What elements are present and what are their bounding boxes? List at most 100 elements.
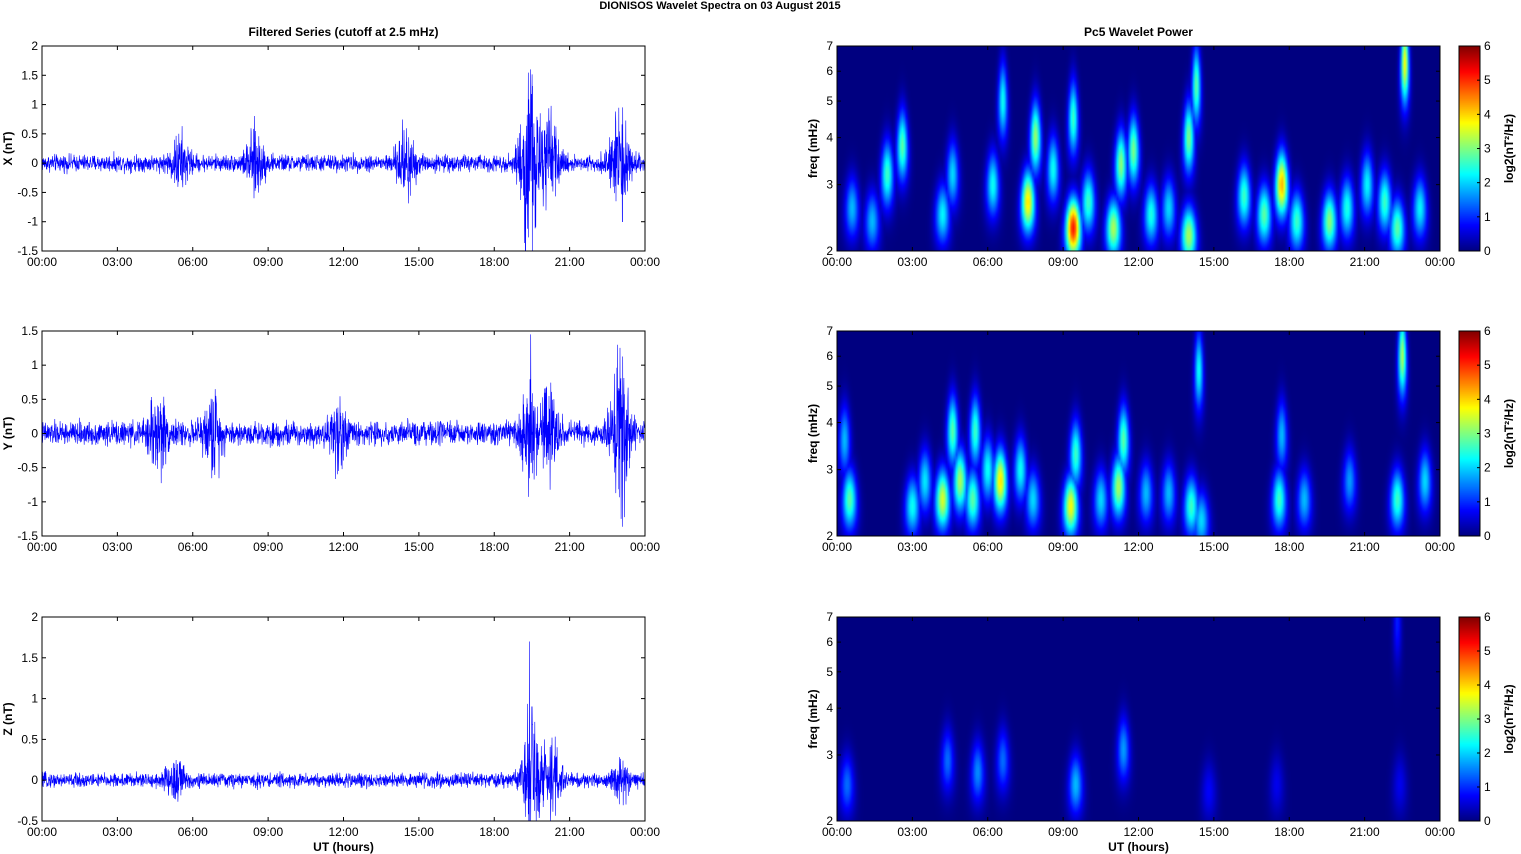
wavelet-panel-x-colorbar-tick-label: 6 — [1484, 39, 1491, 53]
wavelet-panel-z-ytick-label: 3 — [826, 748, 833, 762]
wavelet-panel-x-colorbar-tick-label: 5 — [1484, 73, 1491, 87]
wavelet-panel-x-ytick-label: 4 — [826, 131, 833, 145]
wavelet-panel-z-colorbar-tick-label: 6 — [1484, 610, 1491, 624]
wavelet-panel-y-ytick-label: 2 — [826, 529, 833, 543]
series-panel-z-ytick-label: -0.5 — [17, 814, 38, 828]
series-panel-z-plot-area — [42, 617, 645, 821]
series-panel-z-ytick-label: 1.5 — [21, 651, 38, 665]
series-panel-y-line — [41, 334, 646, 527]
series-panel-y-xtick-label: 12:00 — [328, 540, 358, 554]
series-panel-y-ytick-label: -1 — [27, 495, 38, 509]
wavelet-panel-y-xtick-label: 03:00 — [897, 540, 927, 554]
wavelet-panel-y-colorbar-tick-label: 5 — [1484, 358, 1491, 372]
series-panel-z-ytick-label: 0.5 — [21, 732, 38, 746]
series-panel-x-ytick-label: 0.5 — [21, 127, 38, 141]
series-panel-z-line — [41, 641, 646, 822]
wavelet-panel-y-colorbar-tick-label: 6 — [1484, 324, 1491, 338]
wavelet-panel-y-colorbar — [1459, 331, 1480, 536]
series-panel-y-ytick-label: -1.5 — [17, 529, 38, 543]
series-panel-x-title: Filtered Series (cutoff at 2.5 mHz) — [248, 25, 438, 39]
wavelet-panel-y-power-image — [837, 331, 1440, 536]
wavelet-panel-z-ytick-label: 6 — [826, 635, 833, 649]
wavelet-panel-x-ytick-label: 3 — [826, 178, 833, 192]
series-panel-z-xtick-label: 12:00 — [328, 825, 358, 839]
wavelet-panel-z-colorbar-tick-label: 1 — [1484, 780, 1491, 794]
series-panel-z-xtick-label: 00:00 — [27, 825, 57, 839]
wavelet-panel-x-xtick-label: 03:00 — [897, 255, 927, 269]
series-panel-x-xtick-label: 12:00 — [328, 255, 358, 269]
series-panel-y-ytick-label: 0.5 — [21, 392, 38, 406]
wavelet-panel-x-ytick-label: 5 — [826, 94, 833, 108]
series-panel-z-xtick-label: 09:00 — [253, 825, 283, 839]
wavelet-panel-x-colorbar — [1459, 46, 1480, 251]
series-panel-y-xtick-label: 21:00 — [555, 540, 585, 554]
wavelet-panel-y-ytick-label: 4 — [826, 416, 833, 430]
wavelet-panel-z-colorbar — [1459, 617, 1480, 821]
wavelet-panel-y-xtick-label: 12:00 — [1123, 540, 1153, 554]
wavelet-panel-y-xtick-label: 18:00 — [1274, 540, 1304, 554]
series-panel-x-ylabel: X (nT) — [1, 132, 15, 166]
wavelet-panel-z-xtick-label: 15:00 — [1199, 825, 1229, 839]
wavelet-panel-y-ytick-label: 7 — [826, 324, 833, 338]
wavelet-panel-z-xtick-label: 03:00 — [897, 825, 927, 839]
wavelet-panel-x-xtick-label: 18:00 — [1274, 255, 1304, 269]
series-panel-y-ytick-label: 0 — [31, 427, 38, 441]
series-panel-z-xtick-label: 15:00 — [404, 825, 434, 839]
wavelet-panel-x-colorbar-tick-label: 1 — [1484, 210, 1491, 224]
wavelet-panel-x-title: Pc5 Wavelet Power — [1084, 25, 1193, 39]
series-panel-x-line — [41, 69, 646, 252]
series-panel-x-xtick-label: 21:00 — [555, 255, 585, 269]
wavelet-panel-x-colorbar-tick-label: 3 — [1484, 142, 1491, 156]
wavelet-panel-z-xtick-label: 09:00 — [1048, 825, 1078, 839]
series-panel-y-ytick-label: 1.5 — [21, 324, 38, 338]
series-panel-z-xtick-label: 21:00 — [555, 825, 585, 839]
wavelet-panel-y-ylabel: freq (mHz) — [806, 404, 820, 463]
wavelet-panel-y-xtick-label: 15:00 — [1199, 540, 1229, 554]
series-panel-z-ytick-label: 0 — [31, 773, 38, 787]
series-panel-y-xtick-label: 00:00 — [27, 540, 57, 554]
series-panel-y-xtick-label: 09:00 — [253, 540, 283, 554]
wavelet-panel-x-xtick-label: 15:00 — [1199, 255, 1229, 269]
wavelet-panel-x-power-image — [837, 46, 1440, 251]
wavelet-panel-z-xtick-label: 06:00 — [973, 825, 1003, 839]
wavelet-panel-y-colorbar-tick-label: 0 — [1484, 529, 1491, 543]
wavelet-panel-y-colorbar-tick-label: 1 — [1484, 495, 1491, 509]
series-panel-z-xtick-label: 06:00 — [178, 825, 208, 839]
wavelet-panel-y-colorbar-label: log2(nT²/Hz) — [1502, 399, 1516, 468]
wavelet-panel-x-xtick-label: 09:00 — [1048, 255, 1078, 269]
wavelet-panel-z-colorbar-tick-label: 0 — [1484, 814, 1491, 828]
wavelet-panel-x-colorbar-label: log2(nT²/Hz) — [1502, 114, 1516, 183]
wavelet-panel-z-ytick-label: 5 — [826, 665, 833, 679]
series-panel-x-ytick-label: -1.5 — [17, 244, 38, 258]
series-panel-x-ytick-label: 1.5 — [21, 68, 38, 82]
series-panel-x-ytick-label: 0 — [31, 156, 38, 170]
series-panel-y-xtick-label: 00:00 — [630, 540, 660, 554]
series-panel-y-xtick-label: 15:00 — [404, 540, 434, 554]
series-panel-z-ylabel: Z (nT) — [1, 702, 15, 735]
series-panel-y-xtick-label: 18:00 — [479, 540, 509, 554]
series-panel-y-xtick-label: 03:00 — [102, 540, 132, 554]
wavelet-panel-y-ytick-label: 3 — [826, 463, 833, 477]
series-panel-y-ytick-label: 1 — [31, 358, 38, 372]
wavelet-panel-y-ytick-label: 6 — [826, 349, 833, 363]
series-panel-y-ytick-label: -0.5 — [17, 461, 38, 475]
series-panel-x-ytick-label: 1 — [31, 98, 38, 112]
wavelet-panel-z-ytick-label: 4 — [826, 701, 833, 715]
wavelet-panel-x-xtick-label: 12:00 — [1123, 255, 1153, 269]
wavelet-panel-x-colorbar-tick-label: 0 — [1484, 244, 1491, 258]
wavelet-panel-x-ytick-label: 7 — [826, 39, 833, 53]
wavelet-panel-y-xtick-label: 21:00 — [1350, 540, 1380, 554]
wavelet-panel-z-xtick-label: 00:00 — [822, 825, 852, 839]
wavelet-panel-y-colorbar-tick-label: 4 — [1484, 392, 1491, 406]
series-panel-x-ytick-label: -1 — [27, 215, 38, 229]
figure-title: DIONISOS Wavelet Spectra on 03 August 20… — [599, 0, 840, 12]
wavelet-panel-z-power-image — [837, 617, 1440, 821]
wavelet-panel-x-ylabel: freq (mHz) — [806, 119, 820, 178]
wavelet-panel-z-xtick-label: 18:00 — [1274, 825, 1304, 839]
series-panel-x-xtick-label: 00:00 — [630, 255, 660, 269]
series-panel-z-xtick-label: 00:00 — [630, 825, 660, 839]
series-panel-x-ytick-label: 2 — [31, 39, 38, 53]
wavelet-panel-z-colorbar-tick-label: 2 — [1484, 746, 1491, 760]
wavelet-panel-z-colorbar-tick-label: 4 — [1484, 678, 1491, 692]
